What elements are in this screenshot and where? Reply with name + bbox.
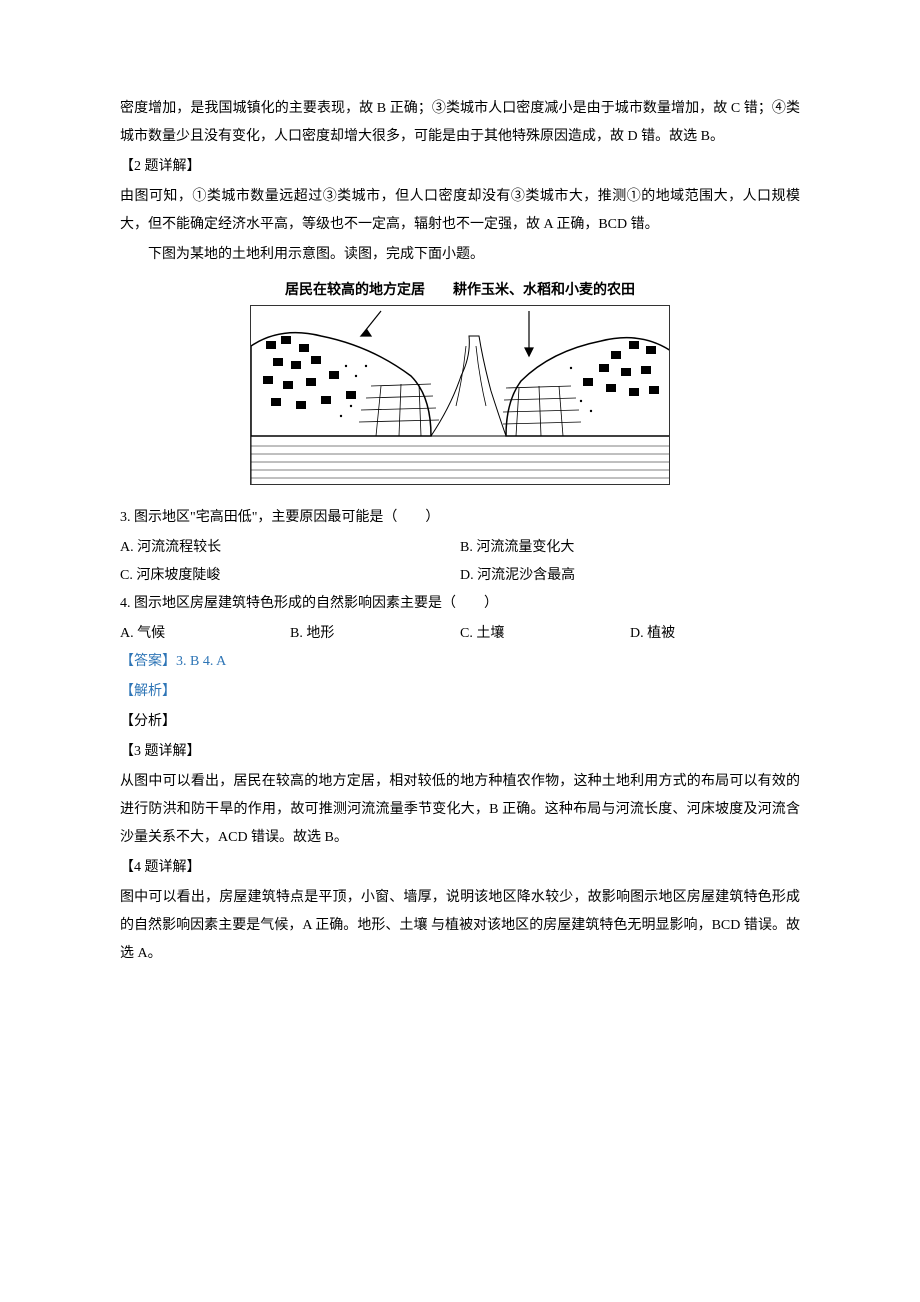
answer-line: 【答案】3. B 4. A [120,648,800,676]
q2-explanation-body: 由图可知，①类城市数量远超过③类城市，但人口密度却没有③类城市大，推测①的地域范… [120,183,800,239]
figure-label-left: 居民在较高的地方定居 [285,283,425,298]
figure-intro: 下图为某地的土地利用示意图。读图，完成下面小题。 [120,241,800,269]
figure-container: 居民在较高的地方定居 耕作玉米、水稻和小麦的农田 [120,277,800,496]
analysis-sub-label: 【分析】 [120,708,800,736]
figure-labels: 居民在较高的地方定居 耕作玉米、水稻和小麦的农田 [285,277,635,305]
q3-option-b: B. 河流流量变化大 [460,534,800,562]
diagram-svg [251,306,670,485]
land-use-diagram [250,305,670,485]
q3-option-d: D. 河流泥沙含最高 [460,562,800,590]
q4-option-c: C. 土壤 [460,620,630,648]
q3-option-c: C. 河床坡度陡峻 [120,562,460,590]
q3-option-a: A. 河流流程较长 [120,534,460,562]
analysis-label: 【解析】 [120,678,800,706]
q4-option-a: A. 气候 [120,620,290,648]
q3-stem: 3. 图示地区"宅高田低"，主要原因最可能是（ ） [120,504,800,532]
q3-explanation-body: 从图中可以看出，居民在较高的地方定居，相对较低的地方种植农作物，这种土地利用方式… [120,768,800,852]
q4-options-row: A. 气候 B. 地形 C. 土壤 D. 植被 [120,620,800,648]
q4-explanation-body: 图中可以看出，房屋建筑特点是平顶，小窗、墙厚，说明该地区降水较少，故影响图示地区… [120,884,800,968]
q4-option-d: D. 植被 [630,620,800,648]
explanation-continuation: 密度增加，是我国城镇化的主要表现，故 B 正确；③类城市人口密度减小是由于城市数… [120,95,800,151]
q4-option-b: B. 地形 [290,620,460,648]
q3-explanation-header: 【3 题详解】 [120,738,800,766]
q4-explanation-header: 【4 题详解】 [120,854,800,882]
q2-explanation-header: 【2 题详解】 [120,153,800,181]
q3-options-row2: C. 河床坡度陡峻 D. 河流泥沙含最高 [120,562,800,590]
figure-label-right: 耕作玉米、水稻和小麦的农田 [453,283,635,298]
q4-stem: 4. 图示地区房屋建筑特色形成的自然影响因素主要是（ ） [120,590,800,618]
q3-options-row1: A. 河流流程较长 B. 河流流量变化大 [120,534,800,562]
